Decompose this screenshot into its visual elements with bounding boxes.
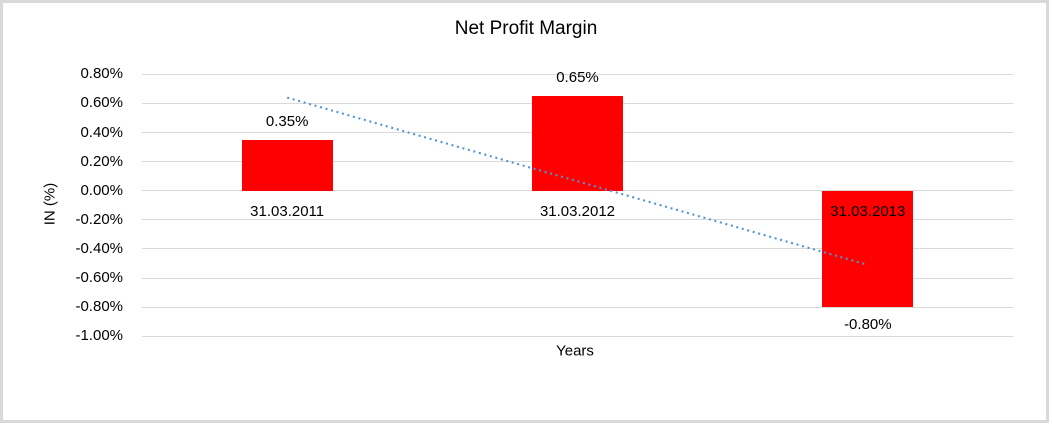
category-label: 31.03.2011 bbox=[250, 203, 325, 220]
chart-title: Net Profit Margin bbox=[454, 18, 598, 39]
y-tick-label: -0.20% bbox=[75, 210, 123, 228]
bar-value-label: 0.65% bbox=[556, 69, 599, 87]
category-label: 31.03.2013 bbox=[830, 203, 906, 220]
y-tick-label: 0.60% bbox=[80, 94, 123, 112]
gridline bbox=[142, 335, 1013, 337]
gridline bbox=[142, 73, 1013, 75]
bar bbox=[532, 96, 623, 191]
y-tick-label: 0.40% bbox=[80, 123, 123, 141]
y-tick-label: -1.00% bbox=[75, 327, 123, 345]
bar-value-label: 0.35% bbox=[265, 112, 309, 130]
bar bbox=[241, 139, 333, 191]
y-tick-label: -0.80% bbox=[75, 298, 123, 316]
y-tick-label: -0.60% bbox=[75, 269, 123, 286]
y-tick-label: -0.40% bbox=[75, 239, 123, 257]
bar-value-label: -0.80% bbox=[844, 316, 892, 334]
gridline bbox=[142, 306, 1013, 308]
x-axis-title: Years bbox=[556, 342, 594, 360]
category-label: 31.03.2012 bbox=[539, 203, 616, 220]
y-tick-label: 0.80% bbox=[80, 65, 123, 83]
y-tick-label: 0.20% bbox=[80, 152, 123, 170]
y-tick-label: 0.00% bbox=[80, 181, 123, 199]
gridline bbox=[142, 277, 1013, 279]
